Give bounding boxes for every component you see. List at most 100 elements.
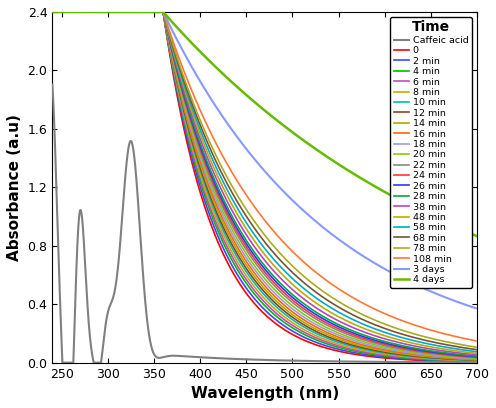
6 min (212, 218, 218, 223)
22 min (466, 355, 472, 360)
Caffeic acid (466, 360, 472, 365)
Line: 4 days: 4 days (53, 12, 477, 236)
Caffeic acid (420, 360, 426, 365)
26 min (50, 9, 56, 14)
12 min (231, 245, 237, 250)
3 days (474, 306, 480, 311)
18 min (98, 9, 104, 14)
14 min (231, 242, 237, 246)
68 min (474, 347, 480, 352)
Line: 4 min: 4 min (53, 12, 477, 361)
38 min (466, 352, 472, 357)
78 min (420, 334, 426, 339)
16 min (50, 9, 56, 14)
20 min (466, 355, 472, 360)
4 min (231, 261, 237, 266)
Y-axis label: Absorbance (a.u): Absorbance (a.u) (7, 114, 22, 261)
26 min (231, 220, 237, 225)
14 min (474, 357, 480, 362)
2 min (420, 357, 426, 362)
Line: 24 min: 24 min (53, 12, 477, 357)
78 min (98, 9, 104, 14)
22 min (123, 9, 129, 14)
78 min (466, 344, 472, 348)
48 min (123, 9, 129, 14)
Caffeic acid (474, 360, 480, 365)
24 min (466, 354, 472, 359)
0 (420, 358, 426, 363)
8 min (231, 253, 237, 258)
4 min (50, 9, 56, 14)
38 min (420, 345, 426, 350)
28 min (231, 217, 237, 222)
Line: 2 min: 2 min (53, 12, 477, 361)
6 min (50, 9, 56, 14)
8 min (50, 9, 56, 14)
38 min (123, 9, 129, 14)
16 min (212, 199, 218, 204)
Line: 68 min: 68 min (53, 12, 477, 350)
12 min (98, 9, 104, 14)
4 days (466, 230, 472, 235)
20 min (212, 192, 218, 197)
4 days (123, 9, 129, 14)
Caffeic acid (123, 165, 129, 170)
20 min (123, 9, 129, 14)
48 min (50, 9, 56, 14)
24 min (231, 223, 237, 228)
6 min (420, 356, 426, 361)
10 min (98, 9, 104, 14)
108 min (231, 173, 237, 177)
3 days (466, 304, 472, 308)
12 min (212, 206, 218, 211)
78 min (123, 9, 129, 14)
18 min (231, 234, 237, 239)
4 min (466, 359, 472, 364)
58 min (420, 340, 426, 345)
78 min (212, 151, 218, 156)
22 min (98, 9, 104, 14)
Line: 78 min: 78 min (53, 12, 477, 347)
22 min (50, 9, 56, 14)
68 min (466, 346, 472, 351)
3 days (123, 9, 129, 14)
10 min (420, 355, 426, 360)
2 min (50, 9, 56, 14)
78 min (474, 345, 480, 350)
78 min (231, 186, 237, 191)
48 min (212, 169, 218, 173)
28 min (50, 9, 56, 14)
10 min (50, 9, 56, 14)
Line: 6 min: 6 min (53, 12, 477, 361)
Legend: Caffeic acid, 0, 2 min, 4 min, 6 min, 8 min, 10 min, 12 min, 14 min, 16 min, 18 : Caffeic acid, 0, 2 min, 4 min, 6 min, 8 … (390, 17, 472, 288)
10 min (231, 248, 237, 253)
28 min (123, 9, 129, 14)
2 min (474, 359, 480, 364)
2 min (98, 9, 104, 14)
68 min (123, 9, 129, 14)
Line: 8 min: 8 min (53, 12, 477, 361)
10 min (466, 358, 472, 363)
20 min (231, 230, 237, 235)
Caffeic acid (98, 360, 104, 365)
3 days (98, 9, 104, 14)
Caffeic acid (212, 356, 218, 361)
28 min (420, 347, 426, 352)
26 min (212, 182, 218, 187)
78 min (50, 9, 56, 14)
18 min (420, 352, 426, 357)
108 min (50, 9, 56, 14)
12 min (474, 358, 480, 363)
4 days (50, 9, 56, 14)
20 min (420, 351, 426, 356)
48 min (420, 343, 426, 348)
14 min (466, 357, 472, 362)
Line: 10 min: 10 min (53, 12, 477, 361)
26 min (474, 354, 480, 359)
2 min (123, 9, 129, 14)
4 min (474, 359, 480, 364)
38 min (231, 211, 237, 216)
Line: 26 min: 26 min (53, 12, 477, 357)
12 min (420, 355, 426, 359)
20 min (98, 9, 104, 14)
